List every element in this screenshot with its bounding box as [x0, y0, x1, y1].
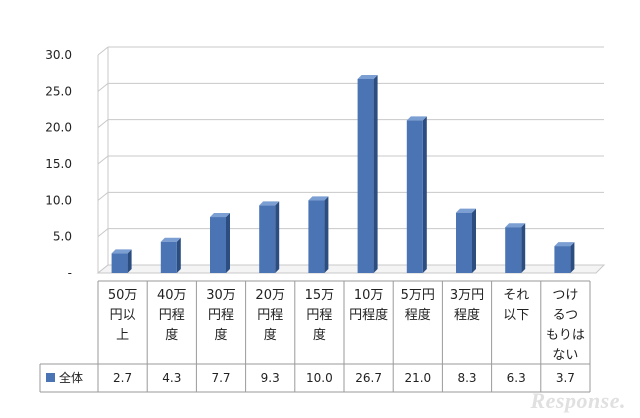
- bar-side: [226, 213, 230, 273]
- bar-top: [111, 249, 132, 254]
- x-tick-label: それ: [503, 288, 529, 303]
- y-tick-label: 25.0: [45, 84, 72, 98]
- x-tick-label: 度: [214, 327, 227, 343]
- gridline-depth: [97, 228, 109, 238]
- x-tick-label: つけ: [552, 288, 578, 303]
- x-tick-label: ない: [552, 348, 578, 363]
- bar: [505, 227, 522, 273]
- x-tick-label: 円以: [110, 308, 136, 323]
- x-tick-label: 50万: [108, 288, 138, 303]
- x-tick-label: るつ: [553, 308, 578, 323]
- x-tick-label: 円程度: [349, 307, 388, 323]
- gridline-depth: [97, 82, 109, 92]
- data-label: 6.3: [507, 371, 526, 385]
- data-label: 26.7: [355, 371, 382, 385]
- bar-side: [275, 201, 280, 273]
- bar-top: [259, 201, 280, 206]
- x-tick-label: 度: [313, 327, 326, 343]
- x-tick-label: 40万: [157, 288, 187, 303]
- y-tick-label: 10.0: [45, 193, 72, 207]
- data-label: 21.0: [404, 371, 431, 385]
- bar-top: [210, 213, 230, 218]
- bar-top: [456, 208, 476, 213]
- bar-side: [127, 249, 132, 273]
- x-tick-label: 上: [116, 328, 129, 343]
- bar-top: [406, 116, 427, 121]
- x-tick-label: 円程: [159, 308, 185, 323]
- bar-side: [521, 223, 526, 273]
- y-tick-label: 30.0: [45, 48, 72, 62]
- x-tick-label: 15万: [305, 288, 335, 303]
- bar-top: [357, 74, 378, 79]
- gridline-depth: [97, 155, 109, 165]
- bar: [210, 217, 226, 273]
- legend-label: 全体: [59, 370, 83, 385]
- y-tick-label: 20.0: [45, 121, 72, 135]
- bar: [111, 253, 128, 273]
- x-tick-label: 5万円: [401, 288, 435, 303]
- data-label: 2.7: [113, 371, 132, 385]
- bar: [456, 212, 472, 273]
- data-label: 8.3: [457, 371, 476, 385]
- x-tick-label: 度: [165, 327, 178, 343]
- x-tick-label: もりは: [546, 328, 585, 343]
- bar: [554, 246, 571, 273]
- legend-swatch: [46, 373, 55, 382]
- bar-side: [176, 237, 181, 273]
- bar-top: [505, 223, 526, 228]
- x-tick-label: 10万: [354, 288, 384, 303]
- x-tick-label: 以下: [503, 308, 529, 323]
- bar-top: [308, 196, 329, 201]
- bar: [308, 200, 325, 273]
- data-label: 3.7: [556, 371, 575, 385]
- bar-side: [324, 196, 329, 273]
- y-tick-label: -: [68, 266, 72, 280]
- bar: [259, 205, 276, 273]
- y-tick-label: 5.0: [53, 230, 72, 244]
- bar-top: [160, 237, 181, 242]
- x-tick-label: 度: [264, 327, 277, 343]
- data-label: 10.0: [306, 371, 333, 385]
- data-label: 4.3: [162, 371, 181, 385]
- bar-side: [472, 208, 476, 273]
- response-watermark: Response.: [530, 388, 626, 413]
- x-tick-label: 程度: [454, 307, 480, 323]
- x-tick-label: 30万: [206, 288, 236, 303]
- bar-top: [554, 242, 575, 247]
- data-label: 7.7: [211, 371, 230, 385]
- bar: [357, 78, 374, 273]
- bar-side: [422, 116, 427, 274]
- x-tick-label: 程度: [405, 307, 431, 323]
- gridline-depth: [97, 119, 109, 129]
- bar: [160, 241, 177, 273]
- data-label: 9.3: [261, 371, 280, 385]
- x-tick-label: 円程: [208, 308, 234, 323]
- bar: [406, 120, 423, 274]
- x-tick-label: 円程: [306, 308, 332, 323]
- bar-side: [373, 74, 378, 273]
- bar-side: [570, 242, 575, 273]
- gridline-depth: [97, 191, 109, 201]
- y-tick-label: 15.0: [45, 157, 72, 171]
- x-tick-label: 3万円: [450, 288, 484, 303]
- gridline-depth: [97, 46, 109, 56]
- x-tick-label: 円程: [257, 308, 283, 323]
- x-tick-label: 20万: [255, 288, 285, 303]
